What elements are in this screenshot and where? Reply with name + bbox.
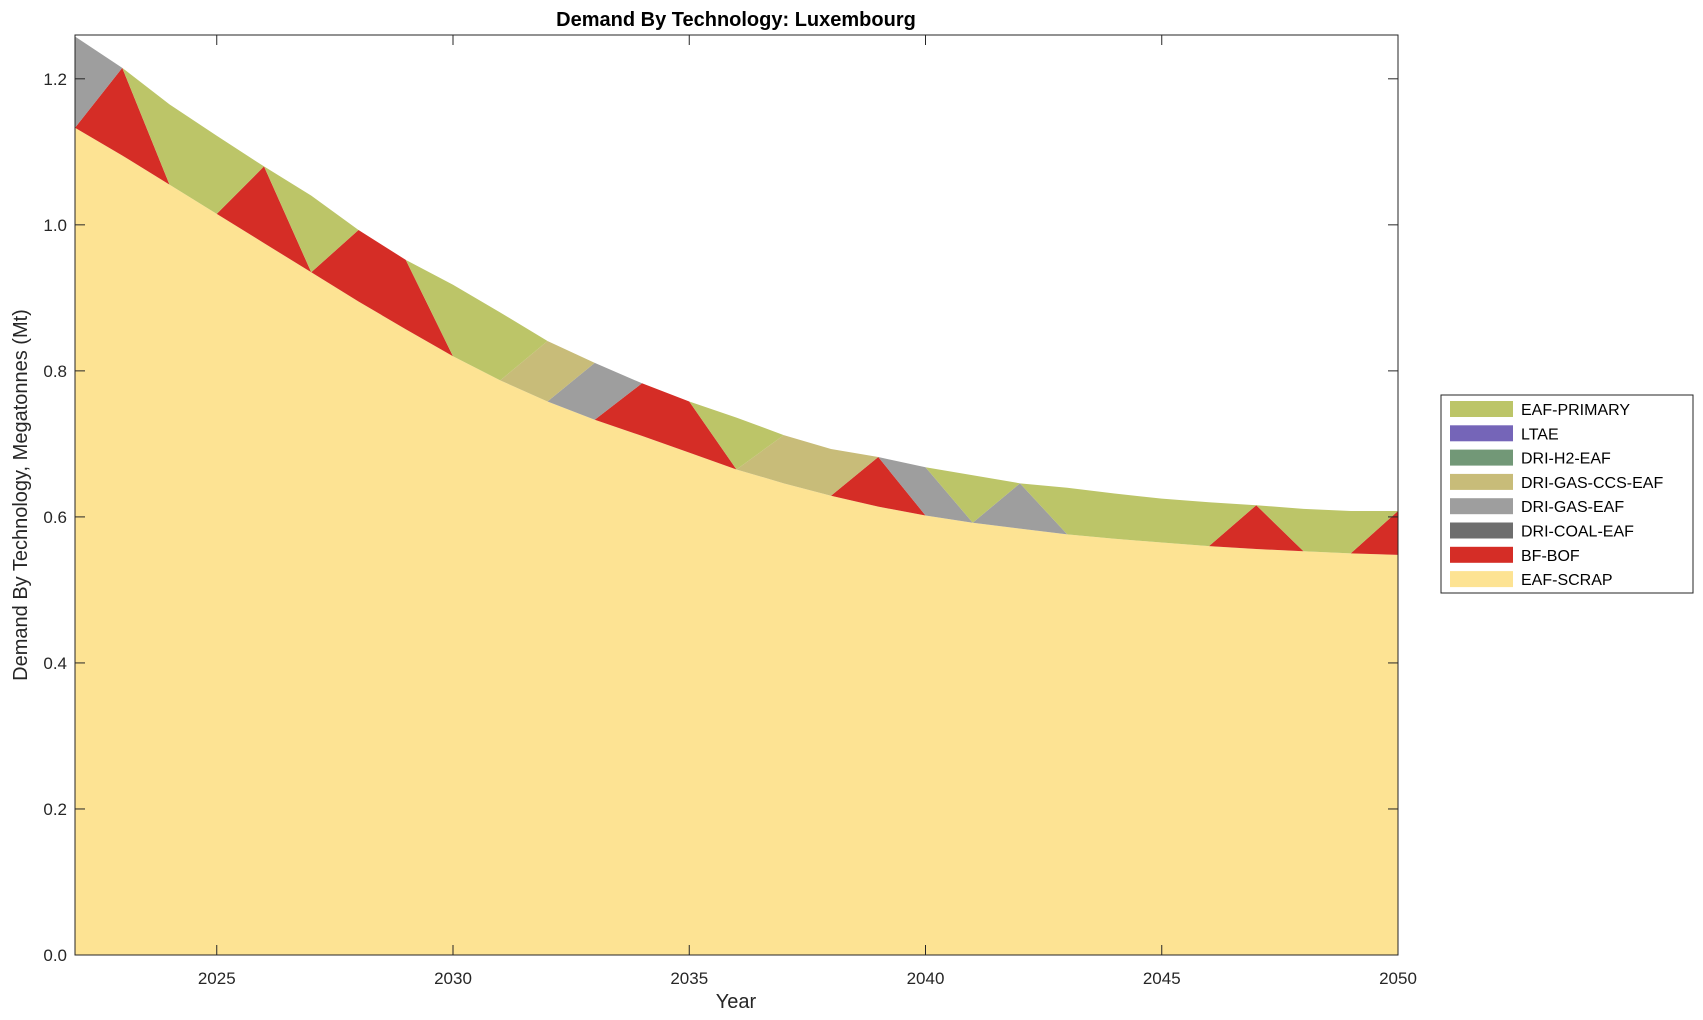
y-tick-label: 1.0 [43, 216, 67, 235]
x-tick-label: 2050 [1379, 969, 1417, 988]
legend-swatch [1450, 498, 1513, 515]
legend-swatch [1450, 473, 1513, 490]
legend-label: DRI-GAS-EAF [1521, 499, 1624, 516]
legend-swatch [1450, 425, 1513, 442]
x-axis: 2025 2030 2035 2040 2045 2050 [198, 35, 1417, 988]
y-tick-label: 0.0 [43, 946, 67, 965]
legend-swatch [1450, 449, 1513, 466]
legend-label: DRI-COAL-EAF [1521, 524, 1634, 541]
area-eaf-primary [75, 36, 1398, 554]
legend: EAF-PRIMARY LTAE DRI-H2-EAF DRI-GAS-CCS-EAF… [1440, 394, 1694, 594]
y-axis: 0.0 0.2 0.4 0.6 0.8 1.0 1.2 [43, 70, 1398, 965]
area-layers [75, 36, 1398, 956]
legend-label: DRI-H2-EAF [1521, 451, 1611, 468]
y-tick-label: 0.4 [43, 654, 67, 673]
x-tick-label: 2025 [198, 969, 236, 988]
legend-label: LTAE [1521, 426, 1559, 443]
legend-swatch [1450, 546, 1513, 563]
x-tick-label: 2040 [907, 969, 945, 988]
y-tick-label: 0.2 [43, 800, 67, 819]
legend-swatch [1450, 401, 1513, 417]
legend-label: EAF-PRIMARY [1521, 402, 1630, 419]
legend-label: BF-BOF [1521, 548, 1580, 565]
y-tick-label: 0.8 [43, 362, 67, 381]
chart-title: Demand By Technology: Luxembourg [556, 9, 916, 31]
area-eaf-scrap [75, 127, 1398, 956]
x-tick-label: 2045 [1143, 969, 1181, 988]
y-axis-label: Demand By Technology, Megatonnes (Mt) [10, 309, 32, 681]
legend-label: DRI-GAS-CCS-EAF [1521, 475, 1663, 492]
legend-swatch [1450, 571, 1513, 588]
legend-swatch [1450, 522, 1513, 539]
plot-frame [74, 34, 1399, 956]
y-tick-label: 0.6 [43, 508, 67, 527]
x-tick-label: 2030 [434, 969, 472, 988]
y-tick-label: 1.2 [43, 70, 67, 89]
legend-label: EAF-SCRAP [1521, 572, 1613, 589]
x-tick-label: 2035 [670, 969, 708, 988]
x-axis-label: Year [716, 991, 757, 1013]
